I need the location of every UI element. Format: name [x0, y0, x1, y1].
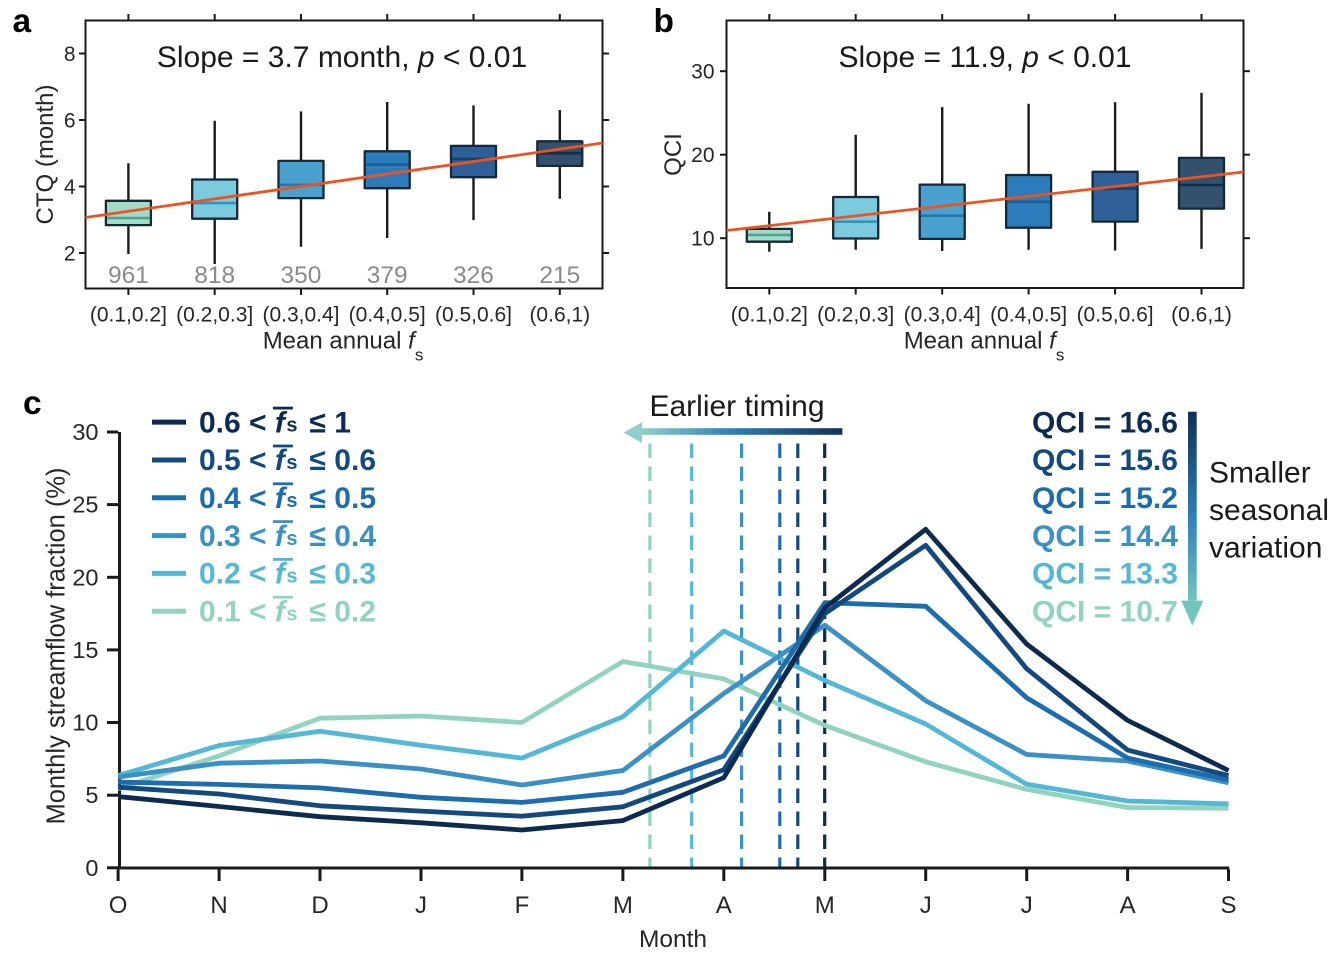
svg-text:6: 6 [64, 110, 76, 133]
svg-text:f: f [275, 558, 288, 591]
svg-text:(0.6,1): (0.6,1) [529, 304, 590, 327]
svg-text:(0.3,0.4]: (0.3,0.4] [904, 304, 981, 327]
svg-text:(0.1,0.2]: (0.1,0.2] [731, 304, 808, 327]
svg-text:seasonal: seasonal [1209, 494, 1329, 527]
svg-text:10: 10 [691, 228, 714, 251]
svg-text:818: 818 [194, 262, 235, 289]
svg-text:QCI = 14.4: QCI = 14.4 [1032, 520, 1178, 553]
svg-text:M: M [815, 892, 835, 919]
svg-text:A: A [716, 892, 732, 919]
svg-text:25: 25 [72, 492, 98, 518]
svg-text:2: 2 [64, 243, 76, 266]
svg-text:J: J [1021, 892, 1033, 919]
svg-text:O: O [109, 892, 128, 919]
svg-text:0.5 <: 0.5 < [199, 444, 267, 477]
svg-text:s: s [286, 566, 297, 588]
svg-text:s: s [286, 414, 297, 436]
svg-text:f: f [275, 444, 288, 477]
svg-text:Earlier timing: Earlier timing [649, 390, 824, 423]
svg-text:350: 350 [281, 262, 322, 289]
svg-text:0: 0 [85, 855, 98, 881]
svg-text:f: f [275, 482, 288, 515]
svg-text:Month: Month [639, 926, 707, 953]
svg-text:CTQ (month): CTQ (month) [32, 84, 59, 224]
svg-text:(0.4,0.5]: (0.4,0.5] [349, 304, 426, 327]
svg-text:0.2 <: 0.2 < [199, 558, 267, 591]
svg-text:Smaller: Smaller [1209, 457, 1311, 490]
svg-text:30: 30 [691, 61, 714, 84]
svg-text:≤ 0.5: ≤ 0.5 [310, 482, 377, 515]
svg-text:N: N [210, 892, 227, 919]
svg-text:30: 30 [72, 419, 98, 445]
svg-text:J: J [920, 892, 932, 919]
svg-text:f: f [275, 406, 288, 439]
svg-text:≤ 0.6: ≤ 0.6 [310, 444, 377, 477]
svg-text:Monthly streamflow fraction (%: Monthly streamflow fraction (%) [43, 467, 71, 824]
svg-text:10: 10 [72, 710, 98, 736]
svg-text:s: s [286, 490, 297, 512]
svg-text:15: 15 [72, 637, 98, 663]
svg-text:(0.2,0.3]: (0.2,0.3] [817, 304, 894, 327]
svg-text:a: a [13, 3, 32, 40]
svg-text:QCI = 16.6: QCI = 16.6 [1032, 406, 1178, 439]
svg-text:326: 326 [453, 262, 494, 289]
svg-text:c: c [23, 385, 42, 422]
svg-text:≤ 0.3: ≤ 0.3 [310, 558, 377, 591]
svg-text:F: F [515, 892, 530, 919]
svg-text:QCI = 15.6: QCI = 15.6 [1032, 444, 1178, 477]
svg-text:(0.3,0.4]: (0.3,0.4] [262, 304, 339, 327]
svg-text:8: 8 [64, 43, 76, 66]
svg-text:variation: variation [1209, 532, 1322, 565]
svg-text:215: 215 [539, 262, 580, 289]
svg-text:(0.5,0.6]: (0.5,0.6] [435, 304, 512, 327]
svg-text:A: A [1120, 892, 1136, 919]
svg-text:QCI = 15.2: QCI = 15.2 [1032, 482, 1178, 515]
svg-text:J: J [415, 892, 427, 919]
svg-text:Slope = 11.9, p < 0.01: Slope = 11.9, p < 0.01 [838, 41, 1131, 74]
svg-text:5: 5 [85, 782, 98, 808]
svg-text:QCI = 13.3: QCI = 13.3 [1032, 558, 1178, 591]
svg-text:≤ 0.4: ≤ 0.4 [310, 520, 377, 553]
svg-text:s: s [286, 528, 297, 550]
svg-text:(0.1,0.2]: (0.1,0.2] [90, 304, 167, 327]
svg-text:(0.5,0.6]: (0.5,0.6] [1077, 304, 1154, 327]
svg-text:M: M [613, 892, 633, 919]
svg-text:4: 4 [64, 176, 76, 199]
svg-text:Slope = 3.7 month, p < 0.01: Slope = 3.7 month, p < 0.01 [157, 41, 527, 74]
svg-text:s: s [286, 452, 297, 474]
svg-text:0.6 <: 0.6 < [199, 406, 267, 439]
svg-text:0.4 <: 0.4 < [199, 482, 267, 515]
svg-text:≤ 1: ≤ 1 [310, 406, 351, 439]
svg-text:b: b [654, 3, 674, 40]
svg-text:D: D [311, 892, 328, 919]
svg-text:S: S [1220, 892, 1236, 919]
svg-text:QCI: QCI [660, 133, 687, 176]
svg-text:(0.2,0.3]: (0.2,0.3] [176, 304, 253, 327]
svg-text:20: 20 [72, 564, 98, 590]
svg-text:961: 961 [108, 262, 149, 289]
svg-text:f: f [275, 595, 288, 628]
svg-text:379: 379 [367, 262, 408, 289]
svg-text:f: f [275, 520, 288, 553]
svg-text:20: 20 [691, 144, 714, 167]
svg-text:≤ 0.2: ≤ 0.2 [310, 595, 377, 628]
svg-text:(0.4,0.5]: (0.4,0.5] [990, 304, 1067, 327]
svg-text:0.1 <: 0.1 < [199, 595, 267, 628]
svg-text:s: s [286, 603, 297, 625]
svg-text:(0.6,1): (0.6,1) [1171, 304, 1232, 327]
svg-text:0.3 <: 0.3 < [199, 520, 267, 553]
svg-text:QCI = 10.7: QCI = 10.7 [1032, 595, 1178, 628]
